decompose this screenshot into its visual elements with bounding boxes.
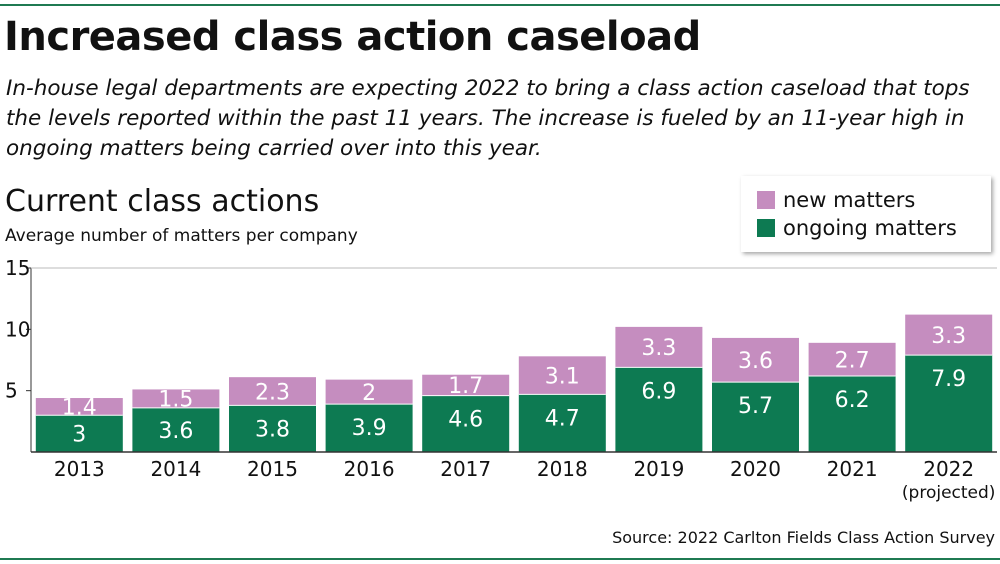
page-subtitle: In-house legal departments are expecting… [6,76,970,161]
bar-ongoing-2014 [132,407,220,452]
bar-ongoing-2016 [325,404,413,452]
source-note: Source: 2022 Carlton Fields Class Action… [612,528,995,547]
data-label-new-2020: 3.6 [738,349,773,374]
data-label-ongoing-2020: 5.7 [738,394,773,419]
x-tick-label-2016: 2016 [344,457,395,481]
data-label-new-2017: 1.7 [448,374,483,399]
x-tick-label-2015: 2015 [247,457,298,481]
bar-new-2021 [808,342,896,376]
bar-new-2022 [905,314,993,356]
bar-new-2013 [35,398,123,416]
data-label-ongoing-2019: 6.9 [641,379,676,404]
bar-ongoing-2018 [518,394,606,452]
legend-label-new-matters: new matters [783,188,916,212]
x-tick-note-2022: (projected) [902,483,996,503]
legend-label-ongoing-matters: ongoing matters [783,216,957,240]
data-label-ongoing-2021: 6.2 [835,388,870,413]
bar-new-2018 [518,356,606,395]
bar-new-2016 [325,379,413,405]
data-label-new-2014: 1.5 [158,388,193,413]
data-label-new-2018: 3.1 [545,364,580,389]
data-label-ongoing-2013: 3 [72,423,86,448]
data-label-ongoing-2017: 4.6 [448,408,483,433]
legend-item-ongoing-matters: ongoing matters [757,214,957,242]
data-label-ongoing-2022: 7.9 [931,367,966,392]
bottom-rule [0,558,1000,560]
bar-new-2020 [712,337,799,383]
bar-ongoing-2013 [35,415,123,452]
bar-ongoing-2020 [712,382,799,452]
x-tick-label-2022: 2022 [923,457,974,481]
bar-new-2019 [615,326,703,368]
legend-swatch-new-matters [757,191,775,209]
top-rule [0,4,1000,6]
data-label-new-2022: 3.3 [931,324,966,349]
y-tick-label: 5 [5,379,18,403]
legend-swatch-ongoing-matters [757,219,775,237]
data-label-new-2016: 2 [362,381,376,406]
bar-new-2015 [229,377,316,406]
x-tick-label-2013: 2013 [54,457,105,481]
bar-ongoing-2017 [422,395,510,452]
x-tick-label-2018: 2018 [537,457,588,481]
x-tick-label-2021: 2021 [827,457,878,481]
bar-ongoing-2021 [808,375,896,452]
data-label-ongoing-2014: 3.6 [158,419,193,444]
bar-ongoing-2015 [229,405,316,452]
data-label-ongoing-2015: 3.8 [255,417,290,442]
x-tick-label-2017: 2017 [440,457,491,481]
bar-ongoing-2022 [905,355,993,452]
data-label-new-2013: 1.4 [62,396,97,421]
bar-new-2017 [422,374,510,396]
x-tick-label-2014: 2014 [150,457,201,481]
data-label-ongoing-2018: 4.7 [545,406,580,431]
y-tick-label: 15 [5,256,30,280]
data-label-new-2015: 2.3 [255,380,290,405]
x-tick-label-2019: 2019 [633,457,684,481]
data-label-new-2019: 3.3 [641,336,676,361]
bar-ongoing-2019 [615,367,703,452]
y-tick-label: 10 [5,317,30,341]
x-tick-label-2020: 2020 [730,457,781,481]
y-axis-label: Average number of matters per company [5,226,358,246]
page-title: Increased class action caseload [4,14,701,60]
legend-item-new-matters: new matters [757,186,915,214]
data-label-new-2021: 2.7 [835,348,870,373]
data-label-ongoing-2016: 3.9 [352,416,387,441]
chart-title: Current class actions [5,184,320,219]
bar-new-2014 [132,389,220,408]
chart-legend: new matters ongoing matters [741,176,991,252]
